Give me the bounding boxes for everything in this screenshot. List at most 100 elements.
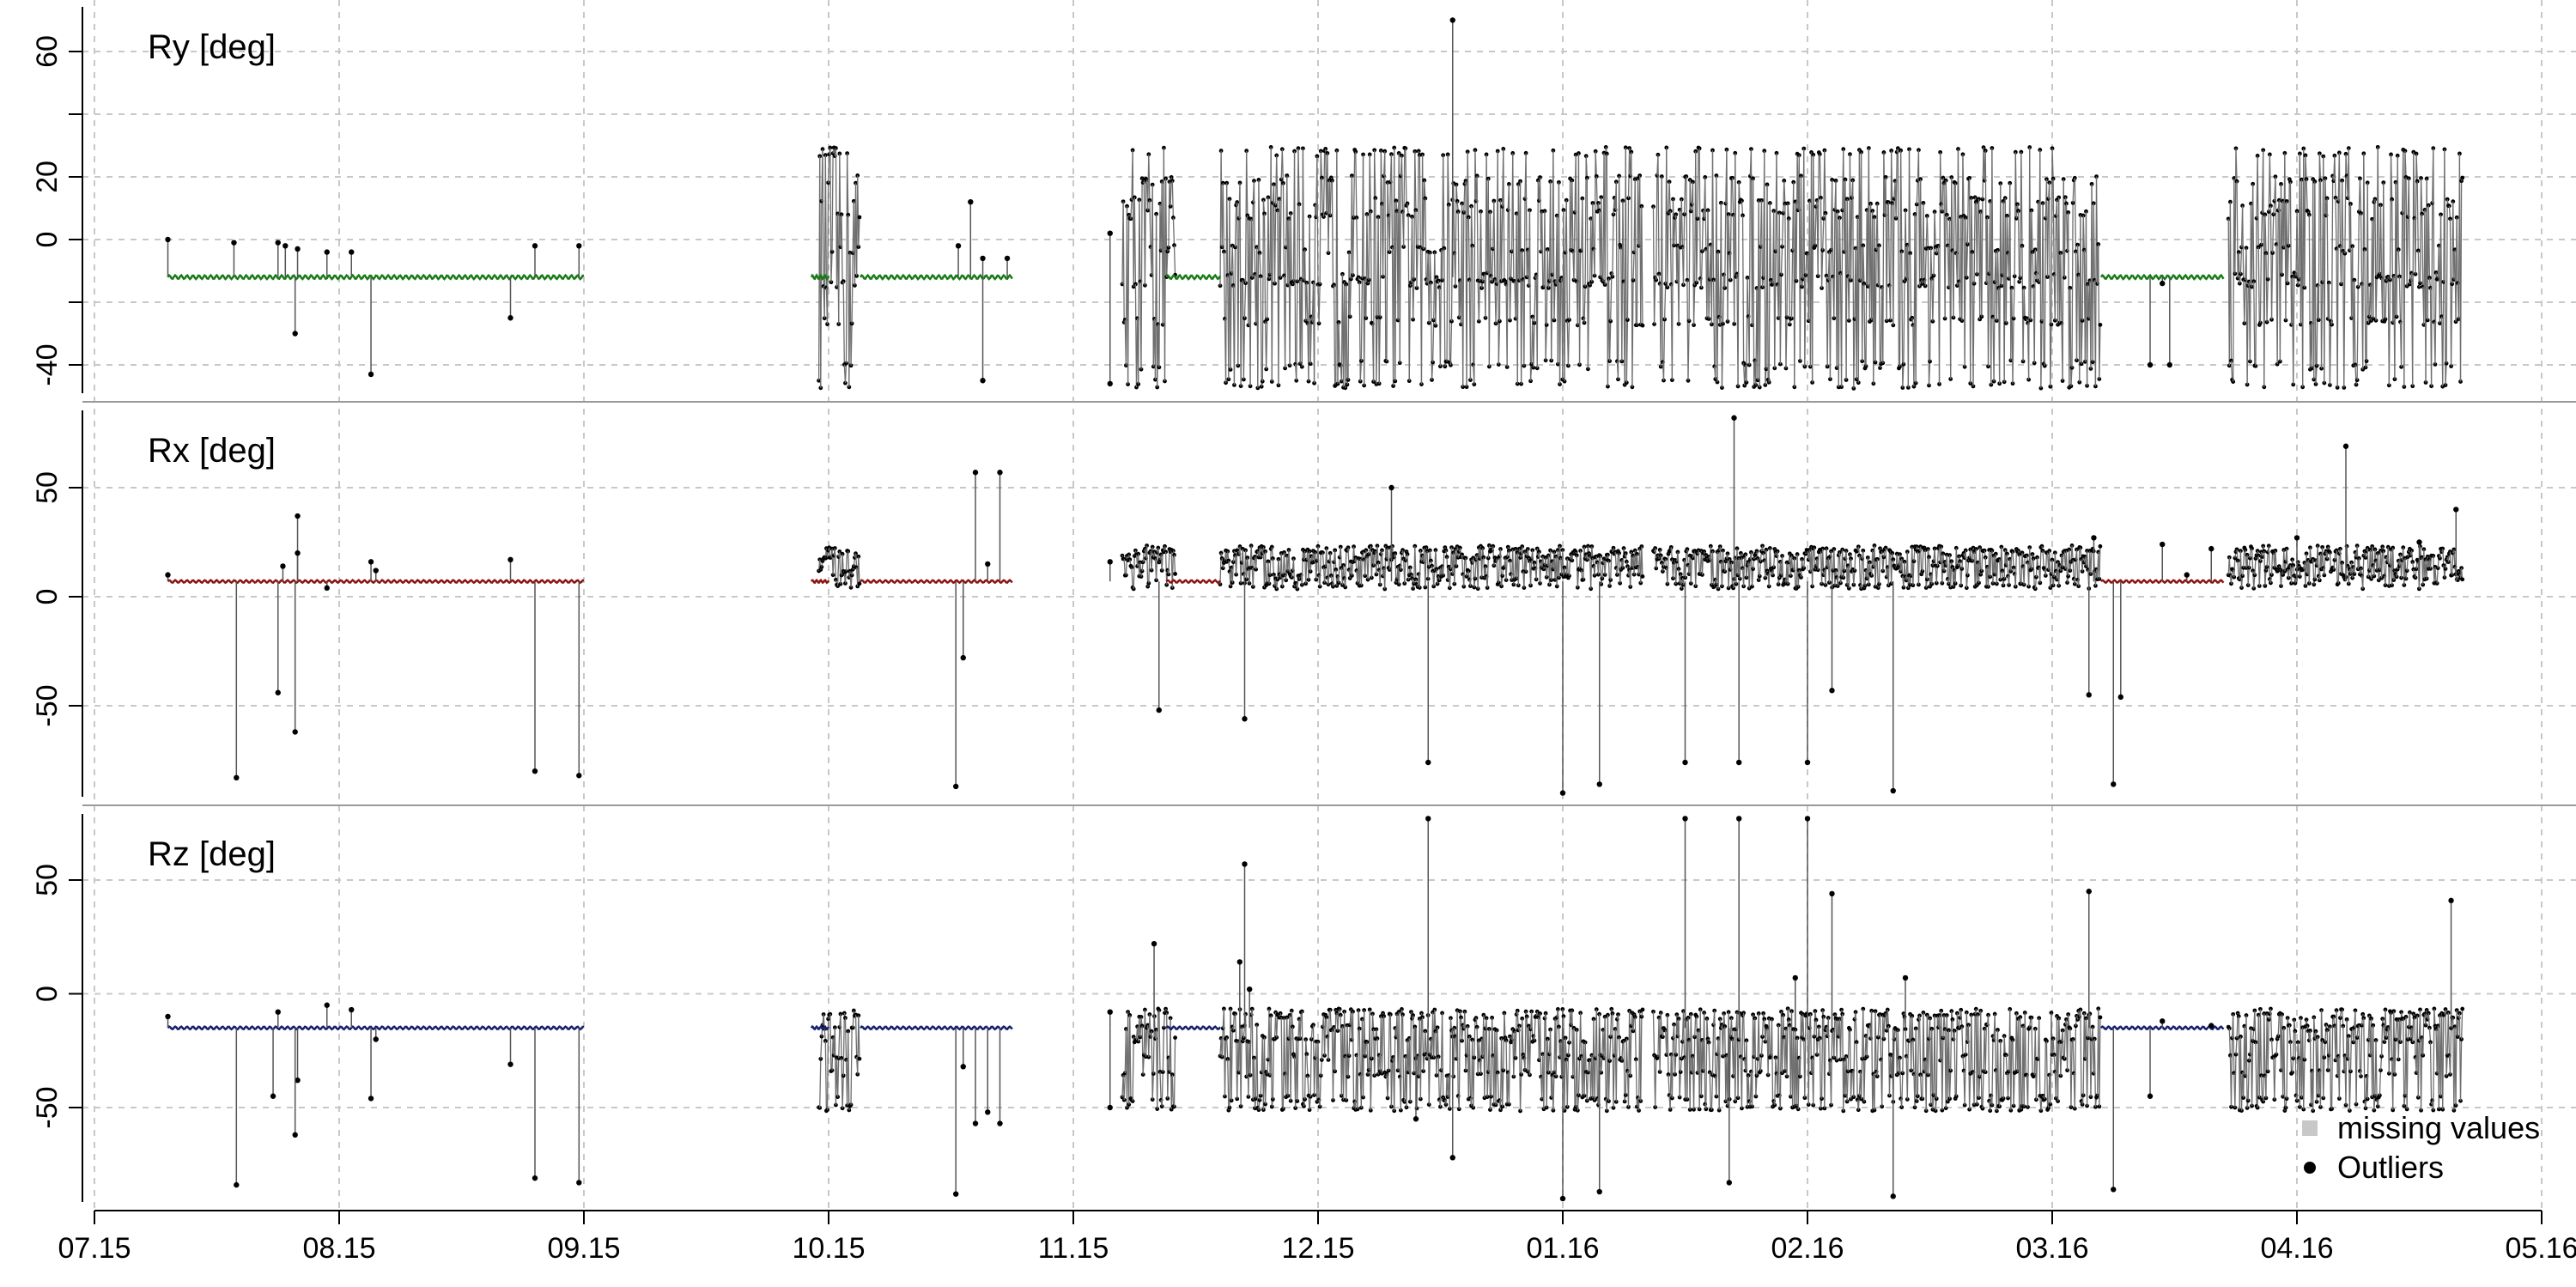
noise-line [1944,180,1947,319]
noise-line [1447,154,1449,205]
noise-line [1133,555,1135,589]
noise-line [2397,155,2399,250]
noise-line [1367,554,1370,580]
noise-point [2014,216,2019,221]
noise-line [1305,560,1308,584]
noise-line [1522,250,1524,280]
noise-line [2095,176,2099,284]
noise-point [1171,549,1176,553]
noise-line [1578,251,1582,365]
noise-line [2293,272,2295,385]
noise-line [1680,199,1684,247]
noise-line [1279,179,1282,278]
noise-line [1453,183,1455,254]
noise-line [1261,199,1265,382]
noise-line [2099,325,2101,379]
noise-line [1804,275,1807,367]
noise-line [2081,320,2083,364]
noise-line [858,216,860,247]
noise-line [1950,177,1953,379]
noise-point [1562,565,1567,570]
noise-line [1281,149,1285,184]
noise-line [1552,150,1555,321]
noise-line [1443,550,1445,576]
noise-line [1597,555,1601,575]
noise-point [1321,550,1325,555]
noise-line [1403,148,1406,247]
noise-line [2275,176,2277,245]
noise-line [2403,150,2406,387]
noise-line [1131,567,1133,588]
noise-point [1405,552,1410,556]
noise-point [1640,574,1645,579]
noise-point [846,549,851,554]
outlier-point [1004,255,1011,262]
noise-point [1368,543,1373,549]
noise-line [824,155,828,288]
noise-line [851,252,854,324]
noise-point [1145,543,1149,548]
noise-line [2060,252,2063,324]
noise-line [2413,152,2415,219]
noise-line [2427,205,2431,278]
noise-line [1443,248,1446,367]
noise-line [2406,216,2409,287]
noise-line [1171,180,1175,218]
noise-line [1553,281,1556,321]
noise-line [2082,215,2085,251]
noise-line [1741,215,1745,363]
noise-line [2391,199,2394,323]
noise-line [1748,176,1751,366]
noise-line [2017,210,2020,282]
noise-line [1993,282,1996,382]
noise-point [1552,549,1557,555]
noise-line [2287,179,2290,246]
noise-line [1587,283,1590,369]
noise-point [1461,210,1467,215]
outlier-point [283,243,289,249]
noise-line [1899,150,1903,252]
noise-point [1352,544,1356,549]
noise-line [1429,252,1432,283]
noise-point [1127,557,1133,562]
noise-line [1962,154,1965,216]
noise-point [2098,322,2103,327]
noise-line [1139,562,1142,577]
noise-line [2023,288,2026,319]
noise-line [1824,150,1826,214]
noise-line [1822,218,1825,251]
noise-line [2039,149,2042,389]
noise-line [2416,181,2419,251]
noise-line [2269,154,2272,206]
noise-line [2063,197,2067,278]
noise-line [1971,197,1973,252]
noise-line [1805,253,1807,276]
noise-line [2276,210,2279,365]
noise-line [1334,549,1337,570]
noise-line [1534,277,1536,324]
noise-point [1150,544,1155,549]
noise-line [1250,545,1253,568]
noise-point [1525,547,1530,551]
noise-line [2020,152,2023,246]
noise-point [1410,576,1414,581]
noise-point [826,180,831,185]
noise-line [1284,247,1287,368]
noise-line [1840,209,1844,387]
noise-line [1240,562,1242,584]
noise-line [2360,213,2363,284]
noise-point [1173,572,1177,576]
noise-point [1120,553,1125,558]
noise-line [1384,545,1387,590]
noise-line [1698,148,1701,279]
noise-line [1692,181,1695,325]
noise-line [1853,319,1856,389]
outlier-point [275,240,281,246]
noise-point [848,363,854,368]
noise-point [1640,323,1645,328]
noise-line [2364,249,2366,367]
noise-point [1327,550,1333,555]
outlier-point [349,249,355,255]
noise-line [1435,549,1437,569]
noise-line [1439,250,1443,367]
